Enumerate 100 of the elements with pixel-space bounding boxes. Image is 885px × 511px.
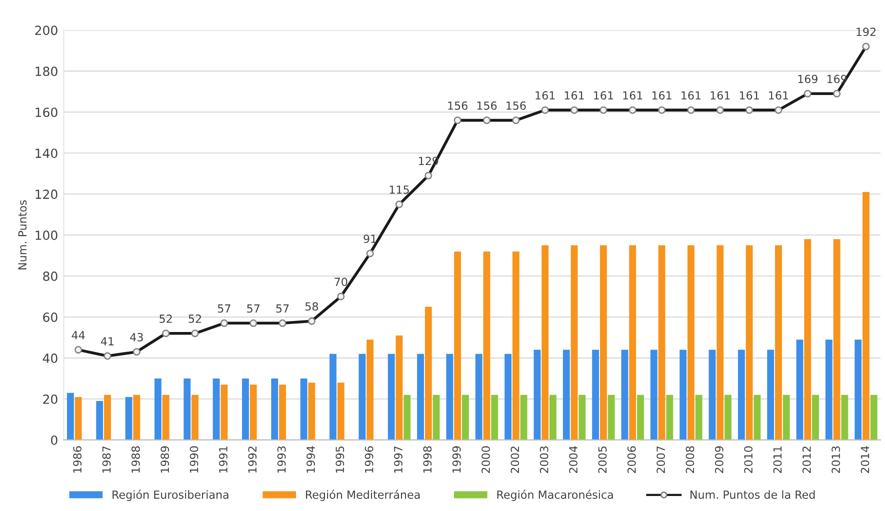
x-tick-label: 2012: [802, 446, 811, 473]
bar: [366, 340, 374, 440]
bar: [192, 394, 198, 440]
x-tick-label: 1994: [306, 446, 315, 473]
bar: [534, 350, 541, 440]
data-label: 156: [448, 101, 468, 110]
bar: [542, 245, 549, 440]
legend-label: Num. Puntos de la Red: [690, 490, 815, 499]
bar: [358, 354, 366, 440]
bar: [666, 394, 674, 440]
x-tick-label: 2014: [860, 446, 870, 473]
data-label: 44: [72, 331, 85, 340]
y-tick-label: 120: [36, 190, 58, 200]
y-tick-label: 140: [36, 148, 58, 158]
x-tick-label: 1991: [218, 446, 228, 473]
data-label: 192: [856, 28, 876, 36]
data-label: 156: [506, 101, 526, 110]
data-label: 52: [188, 314, 201, 323]
y-tick-label: 180: [36, 66, 58, 76]
data-label: 43: [130, 332, 143, 342]
data-label: 52: [160, 314, 172, 323]
bar: [462, 394, 469, 440]
y-tick-label: 100: [36, 230, 58, 240]
data-label: 58: [305, 302, 318, 311]
bar: [184, 378, 191, 440]
data-label: 41: [100, 337, 114, 346]
bar: [388, 354, 395, 440]
bar: [446, 354, 454, 440]
bar: [650, 350, 658, 440]
bar: [337, 382, 344, 440]
legend-label: Región Mediterránea: [306, 490, 420, 501]
data-label: 91: [364, 234, 376, 244]
bar: [833, 239, 840, 440]
bar: [279, 384, 286, 440]
bar: [592, 350, 600, 440]
bar: [74, 396, 82, 440]
bar: [96, 401, 104, 440]
bar: [491, 394, 498, 440]
bar: [754, 394, 761, 440]
bar: [812, 394, 819, 440]
data-label: 156: [477, 101, 497, 110]
x-tick-label: 1998: [423, 446, 432, 473]
data-label: 161: [594, 91, 614, 100]
bar: [716, 245, 724, 440]
bar: [330, 354, 336, 440]
x-tick-label: 2006: [627, 446, 636, 473]
x-tick-label: 2008: [686, 446, 694, 473]
bar: [708, 350, 716, 440]
bar: [570, 245, 578, 440]
bar: [637, 394, 644, 440]
x-tick-label: 1993: [277, 446, 286, 473]
bar: [841, 394, 848, 440]
bar: [695, 394, 702, 440]
x-tick-label: 2007: [656, 446, 665, 473]
bar: [454, 251, 462, 440]
bar: [66, 392, 74, 440]
legend-label: Región Macaronésica: [497, 490, 613, 501]
bar: [578, 394, 586, 440]
bar: [250, 384, 257, 440]
bar: [804, 239, 812, 440]
x-tick-label: 2013: [832, 446, 840, 473]
bar: [600, 245, 607, 440]
data-label: 70: [334, 278, 348, 286]
bar: [162, 394, 170, 440]
bar: [424, 306, 432, 440]
x-tick-label: 1990: [190, 446, 198, 473]
bar: [125, 396, 132, 440]
x-tick-label: 2000: [482, 446, 490, 473]
x-tick-label: 1988: [131, 446, 140, 473]
bar: [300, 378, 308, 440]
bar: [242, 378, 249, 440]
x-tick-label: 2009: [714, 446, 724, 473]
bar: [738, 350, 745, 440]
data-label: 161: [536, 91, 555, 100]
y-axis-title: Num. Puntos: [18, 200, 27, 270]
bar: [483, 251, 490, 440]
data-label: 161: [682, 91, 701, 100]
x-tick-label: 2003: [540, 446, 548, 473]
bar: [212, 378, 220, 440]
bar: [621, 350, 628, 440]
bar: [687, 245, 694, 440]
data-label: 161: [710, 91, 730, 100]
x-tick-label: 1989: [160, 446, 170, 473]
data-label: 57: [247, 304, 260, 313]
bar: [220, 384, 228, 440]
bar: [724, 394, 732, 440]
bar: [520, 394, 528, 440]
data-label: 161: [623, 91, 642, 100]
bar: [775, 245, 782, 440]
bar: [608, 394, 615, 440]
data-label: 161: [564, 91, 584, 100]
bar: [154, 378, 162, 440]
bar: [308, 382, 316, 440]
bar: [104, 394, 111, 440]
data-label: 169: [798, 74, 818, 84]
x-tick-label: 1987: [102, 446, 111, 473]
bar: [133, 394, 140, 440]
bar: [396, 335, 403, 440]
legend-label: Región Eurosiberiana: [112, 490, 228, 501]
bar: [562, 350, 570, 440]
